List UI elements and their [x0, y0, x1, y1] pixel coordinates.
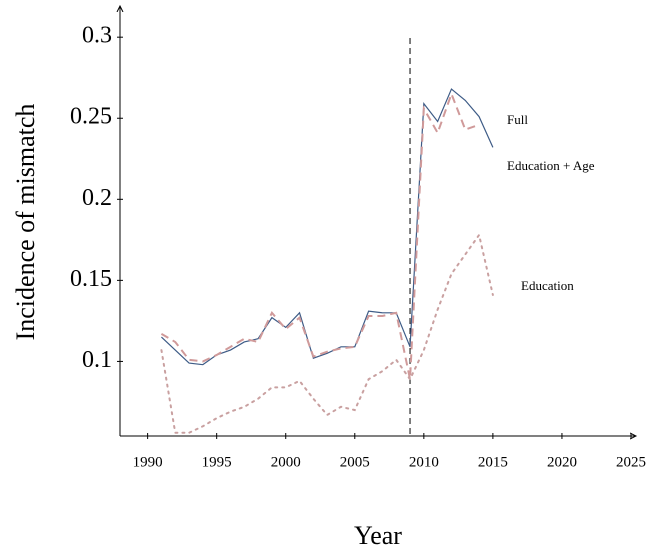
x-tick-label: 2015 — [478, 454, 508, 470]
series-line — [161, 88, 494, 366]
y-tick-label: 0.1 — [82, 347, 112, 373]
y-tick-label: 0.2 — [82, 185, 112, 211]
y-tick-label: 0.3 — [82, 23, 112, 49]
legend-label: Full — [507, 112, 528, 127]
x-tick-label: 2025 — [616, 454, 646, 470]
x-tick-label: 2000 — [271, 454, 301, 470]
legend-label: Education + Age — [507, 158, 595, 173]
y-axis-label: Incidence of mismatch — [11, 104, 40, 341]
x-tick-label: 2005 — [340, 454, 370, 470]
y-tick-label: 0.25 — [70, 104, 112, 130]
series-line — [160, 232, 494, 434]
legend-label: Education — [521, 278, 574, 293]
x-tick-label: 2020 — [547, 454, 577, 470]
x-tick-label: 1990 — [133, 454, 163, 470]
y-tick-label: 0.15 — [70, 266, 112, 292]
x-tick-label: 2010 — [409, 454, 439, 470]
series-line — [160, 91, 480, 380]
x-axis-label: Year — [354, 521, 402, 550]
x-tick-label: 1995 — [202, 454, 232, 470]
